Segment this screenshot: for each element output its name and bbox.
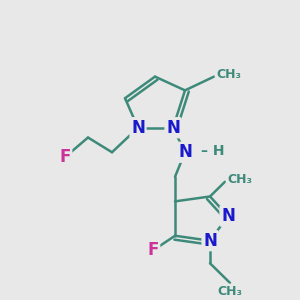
Text: CH₃: CH₃	[227, 173, 252, 186]
Text: F: F	[59, 148, 71, 166]
Text: F: F	[147, 242, 159, 260]
Text: CH₃: CH₃	[218, 285, 242, 298]
Text: – H: – H	[201, 144, 224, 158]
Text: N: N	[203, 232, 217, 250]
Text: N: N	[131, 119, 145, 137]
Text: CH₃: CH₃	[216, 68, 241, 81]
Text: N: N	[178, 143, 192, 161]
Text: N: N	[221, 207, 235, 225]
Text: N: N	[166, 119, 180, 137]
